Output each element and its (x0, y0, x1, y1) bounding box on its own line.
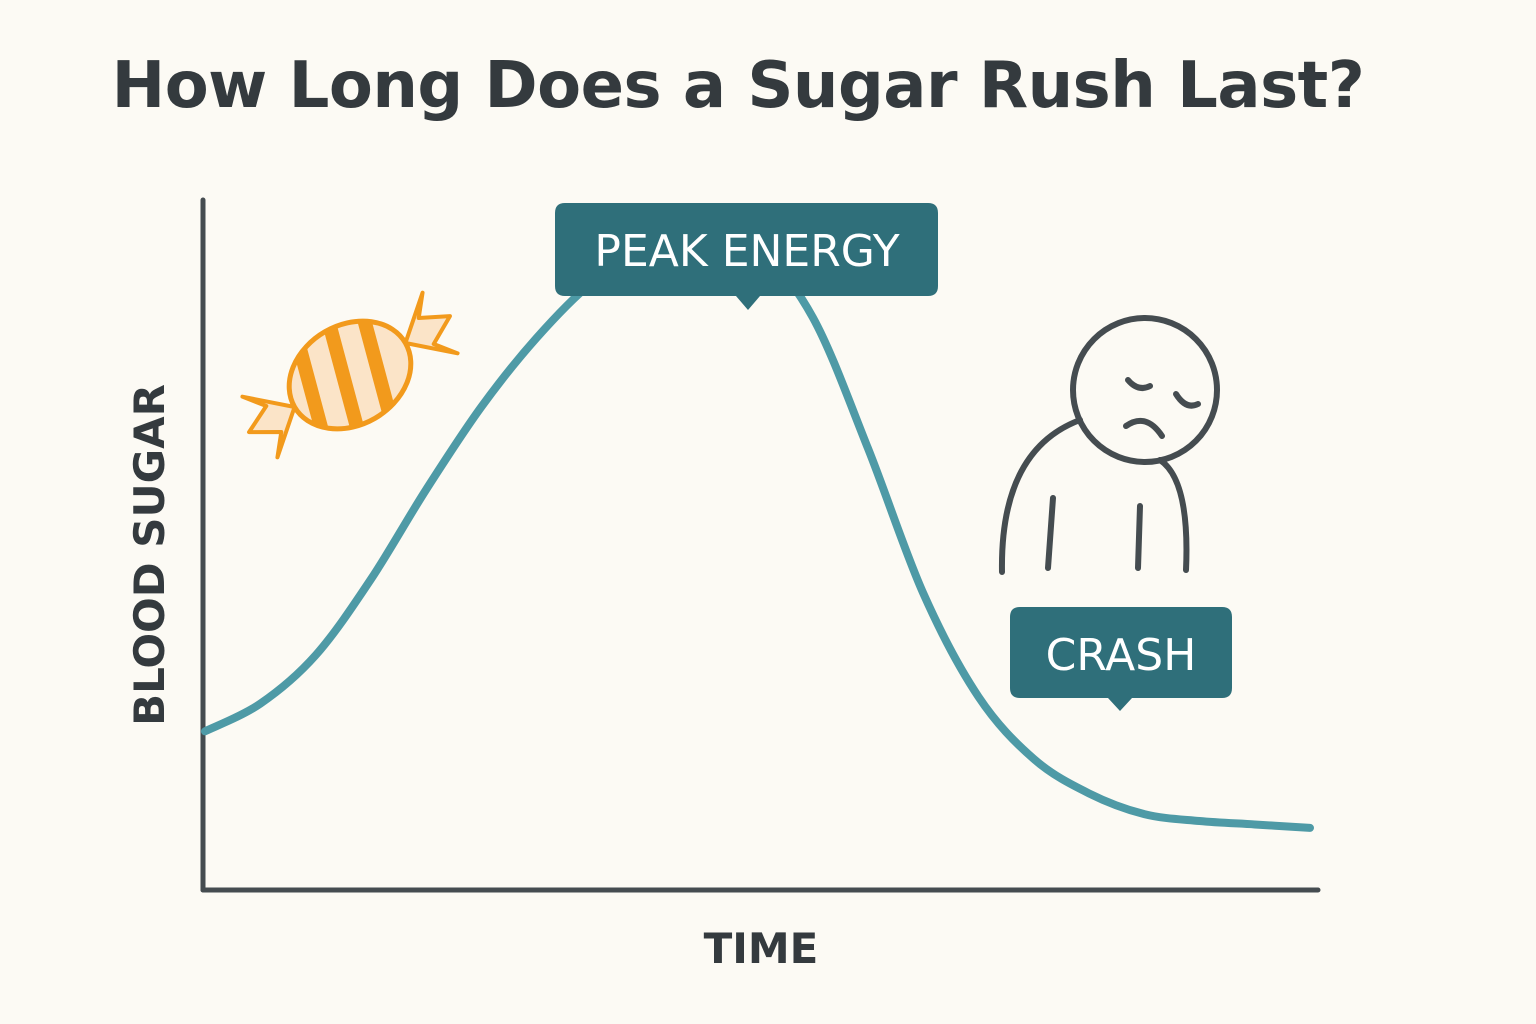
tired-person-icon (998, 315, 1220, 575)
peak-energy-label: PEAK ENERGY (594, 226, 899, 277)
peak-energy-bubble (555, 203, 938, 310)
crash-callout: CRASH (1010, 607, 1232, 711)
y-axis-label: BLOOD SUGAR (125, 384, 174, 726)
page-title: How Long Does a Sugar Rush Last? (111, 49, 1365, 123)
x-axis-label: TIME (704, 924, 819, 973)
candy-icon (240, 290, 460, 460)
crash-bubble (1010, 607, 1232, 711)
peak-energy-callout: PEAK ENERGY (555, 203, 938, 310)
crash-label: CRASH (1046, 630, 1197, 681)
